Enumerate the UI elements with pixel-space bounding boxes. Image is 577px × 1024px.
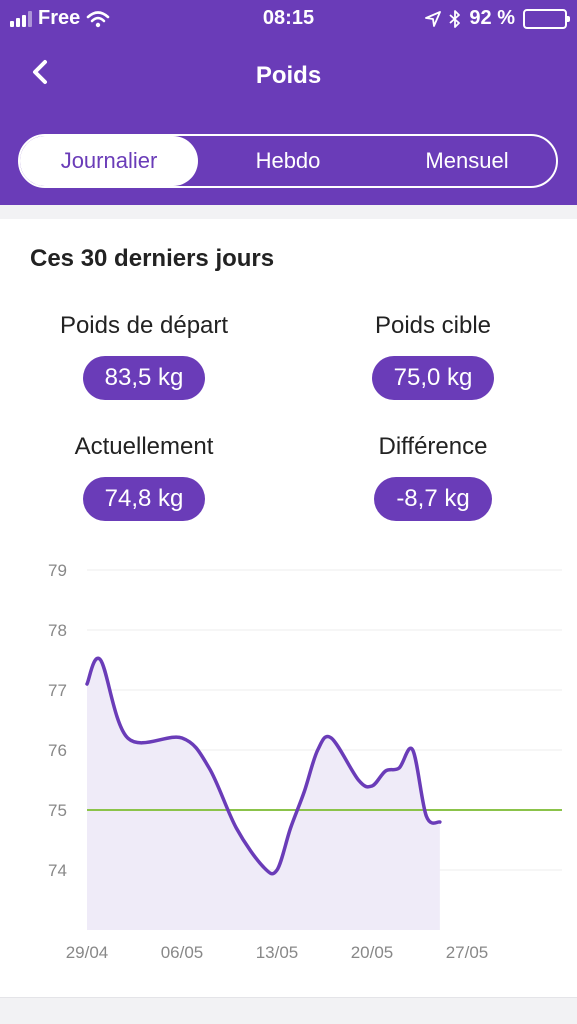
battery-icon — [523, 8, 570, 29]
weight-area — [87, 658, 440, 930]
page-title: Poids — [255, 62, 322, 89]
tab-hebdo[interactable]: Hebdo — [255, 148, 321, 173]
target-weight-stat: Poids cible 75,0 kg — [323, 312, 543, 400]
status-time: 08:15 — [262, 7, 315, 29]
y-tick-label: 79 — [48, 561, 67, 580]
bluetooth-icon — [449, 9, 461, 28]
current-weight-label: Actuellement — [74, 433, 214, 460]
y-tick-label: 76 — [48, 741, 67, 760]
weight-chart: 79 78 77 76 75 74 29/04 06/05 13/05 20/05 27/05 — [48, 561, 562, 962]
location-arrow-icon — [425, 10, 442, 27]
x-tick-label: 13/05 — [256, 943, 299, 962]
start-weight-value: 83,5 kg — [82, 356, 206, 400]
y-tick-label: 74 — [48, 861, 67, 880]
difference-label: Différence — [378, 433, 488, 460]
carrier-name: Free — [38, 7, 81, 29]
y-tick-label: 75 — [48, 801, 67, 820]
period-segmented-control: Journalier Hebdo Mensuel — [18, 134, 558, 188]
tab-journalier[interactable]: Journalier — [20, 136, 198, 186]
difference-value: -8,7 kg — [374, 477, 492, 521]
tab-mensuel[interactable]: Mensuel — [425, 148, 509, 173]
period-title: Ces 30 derniers jours — [30, 245, 275, 272]
back-chevron-icon[interactable] — [26, 56, 58, 88]
x-tick-label: 29/04 — [66, 943, 109, 962]
current-weight-value: 74,8 kg — [82, 477, 206, 521]
y-tick-label: 78 — [48, 621, 67, 640]
x-tick-label: 27/05 — [446, 943, 489, 962]
start-weight-stat: Poids de départ 83,5 kg — [34, 312, 254, 400]
weight-line — [85, 656, 442, 876]
app-header: Free 08:15 92 % Poids Journalier Hebdo M… — [0, 0, 577, 205]
battery-percent: 92 % — [469, 7, 515, 29]
wifi-icon — [86, 10, 110, 27]
x-tick-label: 20/05 — [351, 943, 394, 962]
signal-icon — [10, 10, 32, 27]
start-weight-label: Poids de départ — [59, 312, 229, 339]
target-weight-value: 75,0 kg — [371, 356, 495, 400]
current-weight-stat: Actuellement 74,8 kg — [34, 433, 254, 521]
x-tick-label: 06/05 — [161, 943, 204, 962]
difference-stat: Différence -8,7 kg — [323, 433, 543, 521]
y-tick-label: 77 — [48, 681, 67, 700]
bottom-spacer — [0, 997, 577, 1024]
target-weight-label: Poids cible — [374, 312, 492, 339]
status-bar: Free 08:15 92 % — [0, 0, 577, 40]
